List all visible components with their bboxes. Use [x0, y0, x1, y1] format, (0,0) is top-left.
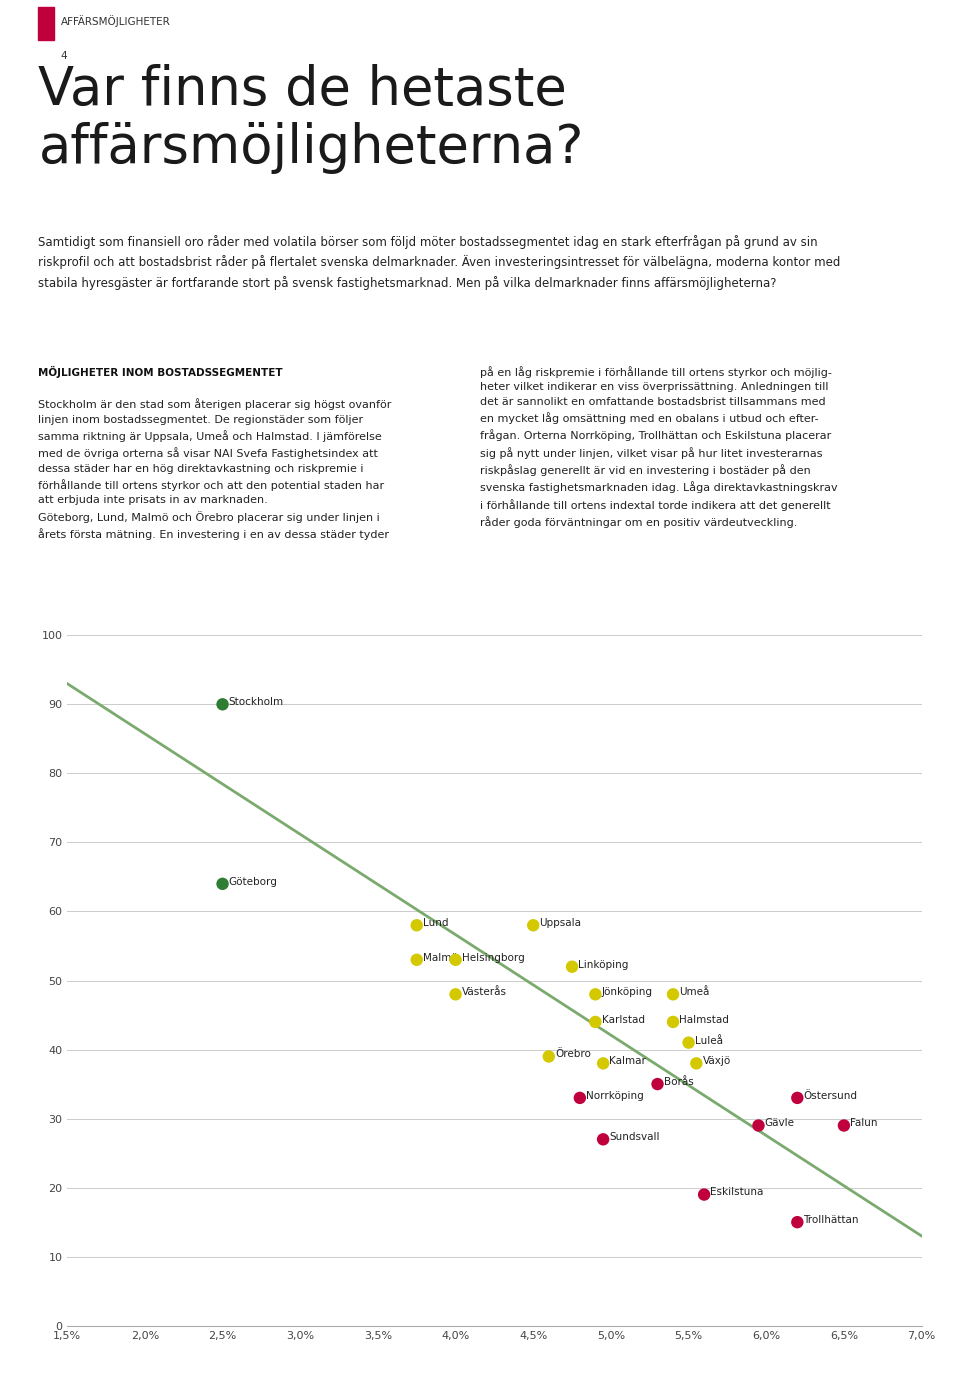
Point	[681, 1032, 696, 1054]
Text: Umeå: Umeå	[680, 987, 709, 997]
Text: Var finns de hetaste
affärsmöjligheterna?: Var finns de hetaste affärsmöjligheterna…	[38, 65, 584, 174]
Point	[650, 1073, 665, 1095]
Point	[409, 914, 424, 936]
Text: Samtidigt som finansiell oro råder med volatila börser som följd möter bostadsse: Samtidigt som finansiell oro råder med v…	[38, 235, 841, 290]
Point	[215, 873, 230, 895]
Point	[751, 1114, 766, 1137]
Point	[665, 983, 681, 1005]
Text: Stockholm är den stad som återigen placerar sig högst ovanför
linjen inom bostad: Stockholm är den stad som återigen place…	[38, 398, 392, 540]
Text: Helsingborg: Helsingborg	[462, 953, 524, 963]
Text: Uppsala: Uppsala	[540, 918, 582, 928]
Point	[448, 949, 464, 971]
Text: MÖJLIGHETER INOM BOSTADSSEGMENTET: MÖJLIGHETER INOM BOSTADSSEGMENTET	[38, 366, 283, 378]
Point	[564, 956, 580, 978]
Point	[696, 1184, 711, 1206]
Point	[572, 1087, 588, 1109]
Text: AFFÄRSMÖJLIGHETER: AFFÄRSMÖJLIGHETER	[60, 15, 170, 28]
Text: Borås: Borås	[663, 1077, 693, 1087]
Text: Gävle: Gävle	[765, 1119, 795, 1128]
Text: Västerås: Västerås	[462, 987, 507, 997]
Text: Eskilstuna: Eskilstuna	[710, 1188, 764, 1197]
Point	[836, 1114, 852, 1137]
Text: Luleå: Luleå	[695, 1036, 723, 1045]
Point	[588, 983, 603, 1005]
Text: Göteborg: Göteborg	[228, 877, 277, 887]
Text: Stockholm: Stockholm	[228, 697, 284, 707]
Point	[595, 1052, 611, 1074]
Text: Malmö: Malmö	[423, 953, 458, 963]
Point	[665, 1011, 681, 1033]
Text: Östersund: Östersund	[804, 1091, 857, 1101]
Text: på en låg riskpremie i förhållande till ortens styrkor och möjlig-
heter vilket : på en låg riskpremie i förhållande till …	[480, 366, 838, 528]
Text: 4: 4	[60, 51, 67, 61]
Point	[790, 1211, 805, 1233]
Text: Kalmar: Kalmar	[610, 1056, 646, 1066]
Point	[595, 1128, 611, 1150]
Text: Linköping: Linköping	[578, 960, 629, 969]
Text: Falun: Falun	[851, 1119, 877, 1128]
Point	[588, 1011, 603, 1033]
Point	[525, 914, 540, 936]
Point	[448, 983, 464, 1005]
Text: Örebro: Örebro	[555, 1050, 590, 1059]
Point	[541, 1045, 557, 1068]
Bar	[38, 7, 55, 40]
Point	[688, 1052, 704, 1074]
Text: Sundsvall: Sundsvall	[610, 1132, 660, 1142]
Text: Jönköping: Jönköping	[602, 987, 653, 997]
Point	[409, 949, 424, 971]
Text: Halmstad: Halmstad	[680, 1015, 730, 1025]
Text: Lund: Lund	[423, 918, 448, 928]
Text: Växjö: Växjö	[703, 1056, 731, 1066]
Text: Norrköping: Norrköping	[586, 1091, 644, 1101]
Text: Karlstad: Karlstad	[602, 1015, 644, 1025]
Point	[790, 1087, 805, 1109]
Point	[215, 693, 230, 715]
Text: Trollhättan: Trollhättan	[804, 1215, 859, 1225]
